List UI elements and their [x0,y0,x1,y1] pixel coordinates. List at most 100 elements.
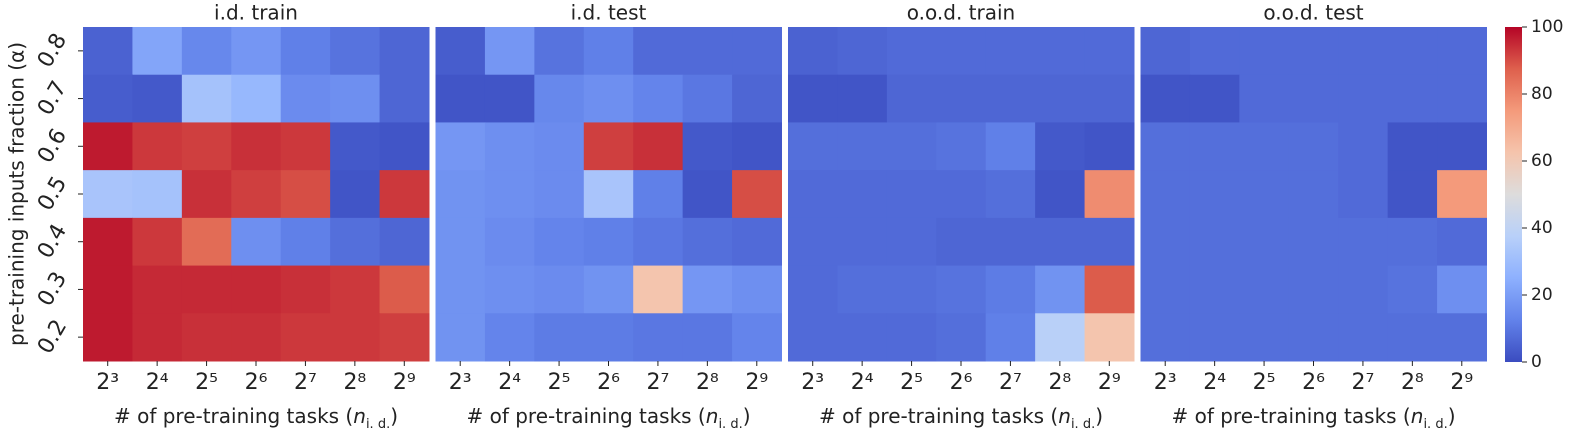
x-tick-label: 2⁵ [1253,370,1276,395]
heatmap-cell [985,27,1036,76]
heatmap-cell [1338,27,1389,76]
x-tick-label: 2⁴ [851,370,874,395]
heatmap-cell [280,74,331,123]
heatmap-cell [583,27,634,76]
x-tick-label: 2⁷ [1352,370,1375,395]
heatmap-cell [583,74,634,123]
heatmap-cell [1387,170,1438,219]
heatmap-cell [280,122,331,171]
x-tick-label: 2⁸ [1048,370,1071,395]
heatmap-cell [435,122,486,171]
heatmap-cell [1035,122,1086,171]
heatmap-cell [1239,74,1290,123]
heatmap-cell [985,122,1036,171]
heatmap-cell [330,265,381,314]
heatmap-cell [435,74,486,123]
heatmap-cell [682,74,733,123]
heatmap-cell [837,265,888,314]
heatmap-cell [280,27,331,76]
heatmap-cell [534,265,585,314]
x-tick-label: 2⁵ [195,370,218,395]
x-axis-label-part: # of pre-training tasks ( [114,404,353,428]
heatmap-cell [936,27,987,76]
heatmap-cell [379,170,430,219]
y-tick-label: 0.5 [33,172,72,215]
x-axis-label-part: i. d. [1423,417,1447,432]
heatmap-cell [1189,217,1240,267]
heatmap-cell [435,265,486,314]
heatmap-cell [788,27,838,76]
panel-title: i.d. train [214,1,298,25]
heatmap-cell [330,313,381,362]
heatmap-cell [1387,122,1438,171]
heatmap-cell [83,217,133,267]
heatmap-cell [1338,217,1389,267]
heatmap-cell [682,217,733,267]
heatmap-cell [231,313,282,362]
x-tick-label: 2⁸ [1401,370,1424,395]
heatmap-cell [985,74,1036,123]
heatmap-cell [534,74,585,123]
heatmap-cell [583,170,634,219]
x-axis-label-part: n [1411,404,1424,428]
x-axis-label-part: # of pre-training tasks ( [1171,404,1410,428]
heatmap-cell [1140,122,1191,171]
x-axis-label-part: n [706,404,719,428]
heatmap-cell [837,170,888,219]
panel-title: o.o.d. train [907,1,1015,25]
heatmap-cell [1288,170,1339,219]
heatmap-cell [1288,74,1339,123]
heatmap-cell [280,265,331,314]
heatmap-cell [330,170,381,219]
heatmap-cell [936,74,987,123]
heatmap-cell [1189,27,1240,76]
heatmap-cell [1140,27,1191,76]
x-tick-label: 2⁹ [745,370,768,395]
y-tick-label: 0.2 [33,315,72,358]
heatmap-cell [181,74,232,123]
x-axis-label-part: ) [743,404,751,428]
y-tick-label: 0.8 [33,29,72,72]
x-tick-label: 2⁷ [294,370,317,395]
heatmap-cell [83,122,133,171]
heatmap-cell [1239,170,1290,219]
colorbar-tick-label: 20 [1531,285,1553,305]
heatmap-cell [132,265,183,314]
heatmap-cell [788,265,838,314]
heatmap-cell [1437,170,1487,219]
heatmap-cell [435,170,486,219]
heatmap-cell [1239,313,1290,362]
x-tick-label: 2⁹ [1450,370,1473,395]
x-axis-label: # of pre-training tasks (ni. d.) [114,404,398,433]
heatmap-cell [936,122,987,171]
heatmap-cell [484,217,535,267]
heatmap-cell [1189,74,1240,123]
heatmap-cell [633,170,684,219]
x-tick-label: 2⁴ [1203,370,1226,395]
heatmap-cell [788,217,838,267]
heatmap-cell [1084,217,1135,267]
heatmap-cell [732,265,782,314]
x-axis-label: # of pre-training tasks (ni. d.) [466,404,750,433]
heatmap-cell [1338,170,1389,219]
x-axis-label-part: ) [1448,404,1456,428]
heatmap-cell [534,170,585,219]
heatmap-cell [231,265,282,314]
heatmap-cell [1035,27,1086,76]
heatmap-cell [1084,27,1135,76]
heatmap-cell [1288,122,1339,171]
heatmap-cell [132,122,183,171]
heatmap-cell [633,217,684,267]
heatmap-cell [583,265,634,314]
x-axis-label-part: n [353,404,366,428]
heatmap-cell [1084,122,1135,171]
heatmap-cell [936,170,987,219]
heatmap-cell [1189,265,1240,314]
y-tick-label: 0.6 [33,125,72,168]
x-tick-label: 2⁸ [343,370,366,395]
heatmap-cell [1437,313,1487,362]
colorbar-tick-label: 60 [1531,151,1553,171]
heatmap-cell [886,27,937,76]
heatmap-cell [788,122,838,171]
x-axis-label-part: i. d. [718,417,742,432]
